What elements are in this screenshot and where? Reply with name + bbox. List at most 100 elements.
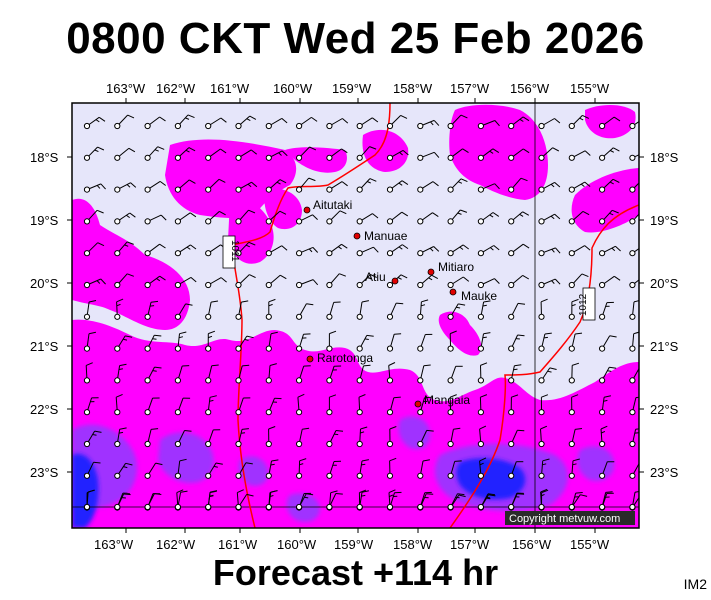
wind-barb bbox=[386, 244, 409, 257]
wind-barb bbox=[356, 364, 371, 384]
wind-barb bbox=[235, 493, 254, 511]
wind-barb bbox=[447, 427, 461, 448]
wind-barb bbox=[417, 274, 439, 289]
place-label-manuae: Manuae bbox=[364, 229, 408, 243]
wind-barb bbox=[205, 490, 218, 511]
lon-label-bottom: 157°W bbox=[450, 537, 490, 552]
wind-barb bbox=[477, 457, 487, 479]
wind-barb bbox=[265, 210, 287, 225]
wind-barb bbox=[235, 364, 250, 384]
wind-barb bbox=[447, 330, 457, 352]
wind-barb bbox=[599, 335, 617, 352]
wind-barb bbox=[296, 458, 307, 479]
forecast-label: Forecast +114 hr bbox=[212, 552, 499, 593]
wind-barb bbox=[568, 494, 588, 511]
wind-barb bbox=[296, 214, 318, 225]
wind-barb bbox=[144, 214, 167, 225]
wind-barb bbox=[417, 299, 429, 320]
lat-label-right: 20°S bbox=[650, 276, 679, 291]
wind-barb bbox=[83, 116, 106, 130]
wind-barb bbox=[538, 367, 557, 384]
wind-barb bbox=[386, 333, 402, 352]
wind-barb bbox=[417, 119, 440, 130]
lon-label-top: 160°W bbox=[273, 81, 313, 96]
wind-barb bbox=[144, 180, 166, 193]
wind-barb bbox=[417, 246, 440, 257]
wind-barb bbox=[144, 116, 166, 130]
lon-label-top: 155°W bbox=[570, 81, 610, 96]
lon-label-bottom: 163°W bbox=[94, 537, 134, 552]
wind-barb bbox=[144, 275, 166, 289]
wind-barb bbox=[508, 364, 522, 384]
wind-barb bbox=[447, 460, 462, 479]
wind-barb bbox=[114, 492, 130, 511]
wind-barb bbox=[114, 298, 124, 320]
wind-barb bbox=[174, 365, 190, 384]
wind-barb bbox=[447, 276, 470, 289]
place-dot bbox=[449, 288, 457, 296]
axis-ticks bbox=[67, 98, 644, 533]
wind-barb bbox=[629, 331, 639, 352]
wind-barb bbox=[296, 177, 316, 193]
wind-barb bbox=[235, 241, 256, 257]
wind-barb bbox=[386, 396, 401, 416]
wind-barb bbox=[568, 210, 590, 225]
wind-barb bbox=[629, 396, 639, 416]
wind-barb bbox=[508, 394, 519, 416]
wind-barb bbox=[174, 244, 197, 257]
wind-barb bbox=[477, 425, 487, 448]
wind-barb bbox=[386, 491, 402, 511]
wind-barb bbox=[538, 147, 560, 161]
wind-barb bbox=[205, 395, 217, 416]
wind-barb bbox=[326, 430, 344, 448]
wind-barb bbox=[599, 178, 620, 193]
wind-barb bbox=[629, 428, 639, 448]
wind-barb bbox=[265, 117, 288, 130]
wind-barb bbox=[629, 182, 639, 193]
isobar-label-text: 1012 bbox=[578, 293, 589, 316]
wind-barb bbox=[386, 211, 409, 225]
wind-barb bbox=[447, 148, 469, 161]
wind-barb bbox=[326, 330, 337, 352]
wind-barb bbox=[508, 492, 524, 511]
wind-barb bbox=[296, 116, 318, 130]
wind-barb bbox=[356, 274, 377, 289]
wind-barb bbox=[508, 243, 530, 257]
wind-barb bbox=[144, 300, 159, 320]
wind-barb bbox=[326, 301, 341, 320]
wind-barb bbox=[326, 148, 348, 161]
wind-barb bbox=[477, 120, 500, 130]
wind-barb bbox=[417, 151, 440, 161]
wind-barb bbox=[144, 146, 165, 161]
place-label-aitutaki: Aitutaki bbox=[313, 198, 352, 212]
wind-barb bbox=[83, 146, 105, 161]
lon-label-top: 162°W bbox=[156, 81, 196, 96]
wind-barb bbox=[205, 330, 216, 352]
wind-barb bbox=[447, 365, 463, 384]
wind-barb bbox=[114, 114, 135, 130]
wind-barb bbox=[447, 209, 468, 225]
wind-barb bbox=[235, 335, 254, 352]
isobar-label-text: 1011 bbox=[229, 240, 240, 262]
wind-barb bbox=[447, 178, 468, 193]
wind-barb bbox=[326, 181, 348, 193]
wind-barb bbox=[83, 430, 102, 448]
wind-barb bbox=[205, 148, 227, 161]
wind-barb bbox=[568, 114, 590, 130]
wind-barb bbox=[417, 364, 431, 384]
wind-barb bbox=[205, 364, 219, 384]
wind-barb bbox=[599, 275, 621, 289]
wind-barb bbox=[477, 394, 488, 416]
wind-barb bbox=[629, 154, 639, 161]
wind-barb bbox=[568, 181, 591, 193]
wind-barb bbox=[205, 277, 227, 289]
wind-barb bbox=[114, 462, 133, 479]
wind-barb bbox=[144, 397, 160, 416]
place-label-mauke: Mauke bbox=[461, 289, 497, 303]
wind-barb bbox=[174, 490, 188, 511]
place-dot bbox=[303, 206, 311, 214]
lon-label-bottom: 159°W bbox=[334, 537, 374, 552]
wind-barb bbox=[144, 462, 163, 479]
wind-barb bbox=[296, 393, 305, 416]
